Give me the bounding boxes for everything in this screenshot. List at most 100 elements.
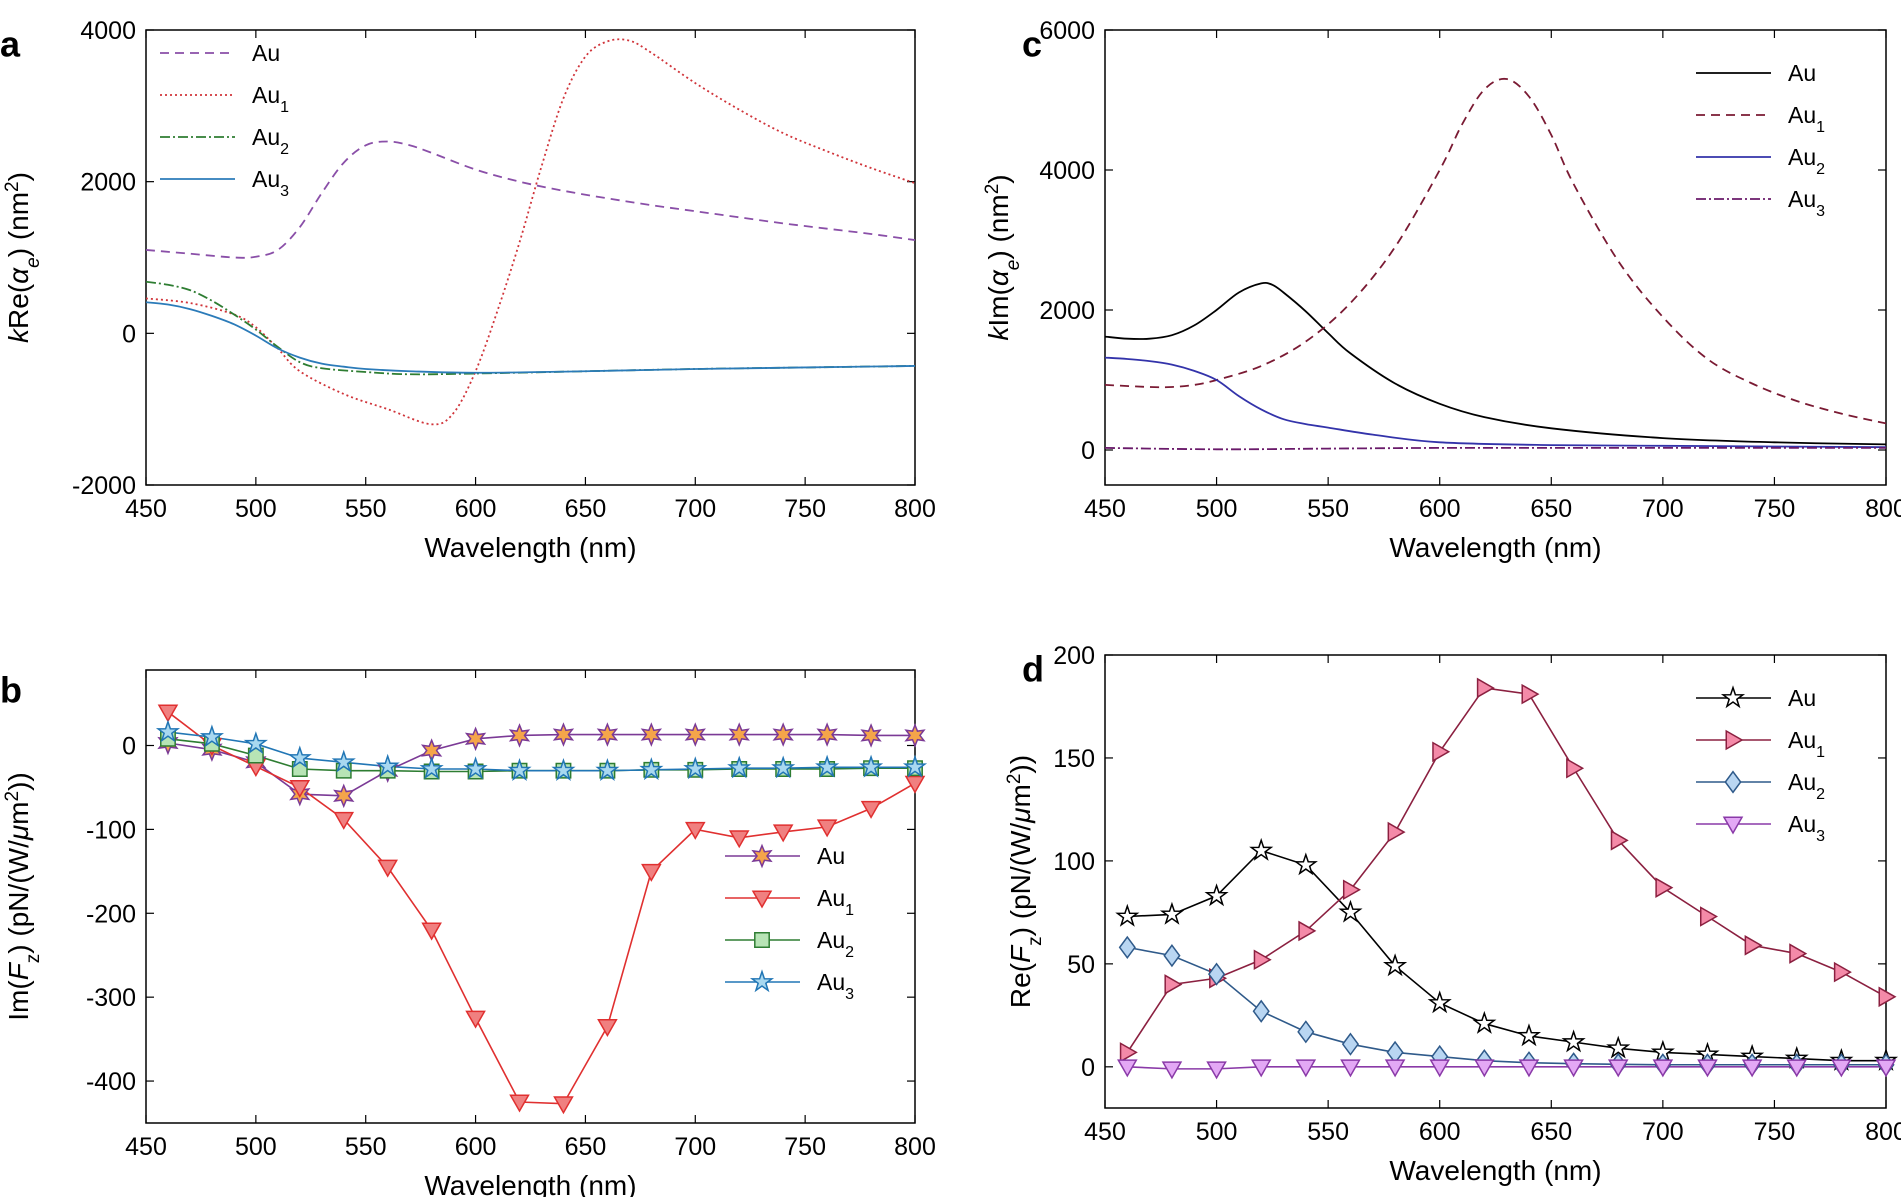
legend-label-2: Au2: [252, 124, 289, 158]
data-point: [1118, 935, 1136, 960]
y-tick-label: 0: [1081, 1054, 1095, 1082]
data-point: [1295, 1059, 1317, 1078]
data-point: [1744, 935, 1763, 956]
x-axis-label: Wavelength (nm): [1389, 1155, 1601, 1186]
data-point: [1607, 1059, 1629, 1078]
data-point: [1833, 961, 1852, 983]
data-point: [1342, 879, 1361, 901]
plot-area: [167, 711, 915, 1105]
data-point: [507, 757, 532, 781]
legend-marker-1: [1725, 729, 1744, 751]
data-point: [464, 726, 487, 752]
data-point: [509, 1094, 530, 1113]
legend-label-3: Au3: [817, 969, 854, 1003]
legend-label-2: Au2: [817, 927, 854, 961]
x-tick-label: 600: [1419, 495, 1461, 523]
panel-letter: d: [1022, 648, 1044, 689]
data-point: [1340, 1059, 1361, 1078]
chart-panel-d: d 450 500 550 600 650 700 750 800 0 50 100 150 200 Wav…: [1004, 642, 1901, 1186]
data-point: [553, 1096, 574, 1115]
legend-label-3: Au3: [1788, 186, 1825, 220]
x-tick-label: 450: [1084, 1118, 1126, 1146]
data-point: [1831, 1059, 1852, 1078]
y-tick-label: -100: [86, 816, 136, 844]
panel-letter: a: [0, 23, 21, 64]
data-point: [243, 731, 268, 755]
x-tick-label: 750: [784, 495, 826, 523]
legend: Au Au1 Au2 Au3: [725, 843, 854, 1003]
y-tick-label: 0: [122, 320, 136, 348]
data-point: [289, 779, 311, 798]
data-point: [904, 775, 926, 794]
data-point: [1206, 1061, 1227, 1080]
data-point: [1117, 1059, 1138, 1078]
x-tick-label: 800: [1865, 1118, 1901, 1146]
x-tick-label: 450: [1084, 495, 1126, 523]
y-tick-label: 150: [1053, 745, 1095, 773]
x-tick-label: 500: [1196, 495, 1238, 523]
data-point: [641, 863, 662, 882]
legend-label-0: Au: [817, 843, 845, 869]
data-point: [1516, 1023, 1542, 1047]
data-point: [596, 722, 619, 747]
data-point: [1119, 1042, 1138, 1063]
series-line-d-2: [1127, 946, 1886, 1066]
legend-label-2: Au2: [1788, 144, 1825, 178]
data-point: [595, 757, 620, 781]
legend-label-1: Au1: [1788, 727, 1825, 761]
y-tick-label: -2000: [72, 472, 136, 500]
panel-letter: c: [1022, 23, 1042, 64]
x-tick-label: 700: [1642, 1118, 1684, 1146]
series-line-b-2: [167, 737, 915, 773]
data-point: [1606, 1035, 1631, 1059]
data-point: [1115, 903, 1140, 927]
legend-label-1: Au1: [1788, 102, 1825, 136]
data-point: [508, 723, 531, 748]
legend-label-3: Au3: [252, 166, 289, 200]
data-point: [1293, 852, 1318, 876]
data-point: [1161, 1061, 1183, 1080]
data-point: [1429, 1059, 1451, 1078]
data-point: [199, 724, 224, 748]
series-line-d-0: [1127, 849, 1886, 1062]
chart-panel-b: b 450 500 550 600 650 700 750 800 -400 -300 -200 -10…: [0, 669, 936, 1197]
legend: Au Au1 Au2 Au3: [160, 40, 289, 200]
data-point: [816, 819, 838, 838]
data-point: [1699, 906, 1719, 927]
y-tick-label: 2000: [1039, 297, 1095, 325]
y-tick-label: 0: [1081, 437, 1095, 465]
x-tick-label: 800: [1865, 495, 1901, 523]
x-tick-label: 700: [674, 495, 716, 523]
legend-marker-1: [751, 890, 773, 909]
data-point: [1253, 949, 1272, 971]
data-point: [331, 749, 356, 773]
legend-label-0: Au: [1788, 60, 1816, 86]
series-line-b-0: [167, 733, 915, 797]
data-point: [155, 719, 181, 743]
data-point: [333, 783, 355, 809]
y-tick-label: -400: [86, 1068, 136, 1096]
data-point: [684, 821, 706, 840]
y-tick-label: -300: [86, 984, 136, 1012]
data-point: [858, 754, 884, 778]
x-tick-label: 650: [1530, 495, 1572, 523]
data-point: [1521, 683, 1540, 705]
chart-panel-c: c 450 500 550 600 650 700 750 800 0 2000 4000 6000 Wa…: [982, 17, 1901, 563]
data-point: [1655, 877, 1674, 898]
data-point: [1204, 883, 1229, 907]
data-point: [463, 756, 488, 780]
data-point: [157, 704, 179, 723]
y-axis-label: kRe(αe) (nm2): [2, 172, 44, 343]
data-point: [1252, 999, 1270, 1023]
legend-marker-3: [1722, 816, 1744, 835]
data-point: [1163, 944, 1181, 968]
data-point: [1298, 920, 1317, 942]
data-point: [1875, 1059, 1897, 1078]
data-point: [860, 800, 882, 819]
legend-label-2: Au2: [1788, 769, 1825, 803]
data-point: [1652, 1059, 1674, 1078]
panel-letter: b: [0, 669, 22, 710]
plot-area: [1105, 77, 1886, 451]
x-axis-label: Wavelength (nm): [424, 532, 636, 563]
